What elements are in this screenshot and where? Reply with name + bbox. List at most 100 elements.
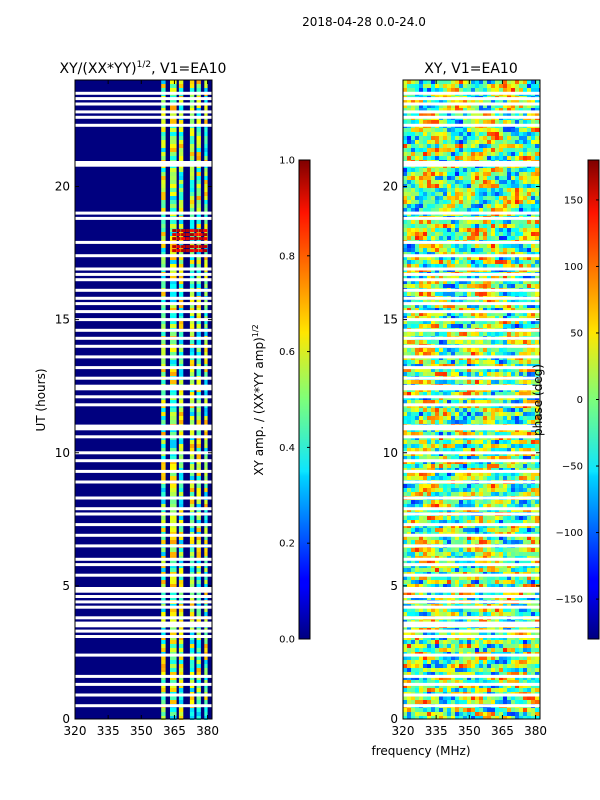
phase-cell xyxy=(415,252,419,256)
phase-cell xyxy=(467,104,471,108)
phase-cell xyxy=(507,300,511,304)
phase-cell xyxy=(419,232,423,236)
phase-cell xyxy=(443,176,447,180)
phase-cell xyxy=(443,516,447,520)
colorbar-tick-label: 0.6 xyxy=(279,347,295,358)
phase-cell xyxy=(403,456,407,460)
flagged-row xyxy=(75,254,212,258)
flagged-row xyxy=(75,387,212,391)
phase-cell xyxy=(451,184,455,188)
phase-cell xyxy=(407,232,411,236)
phase-cell xyxy=(431,292,435,296)
phase-cell xyxy=(487,312,491,316)
phase-cell xyxy=(531,80,535,84)
phase-cell xyxy=(447,140,451,144)
phase-cell xyxy=(451,500,455,504)
amp-channel-cell xyxy=(178,136,184,140)
phase-cell xyxy=(419,264,423,268)
phase-cell xyxy=(483,456,487,460)
amp-channel-cell xyxy=(161,416,166,420)
phase-cell xyxy=(487,252,491,256)
phase-cell xyxy=(511,172,515,176)
phase-cell xyxy=(419,392,423,396)
phase-cell xyxy=(491,476,495,480)
phase-cell xyxy=(515,408,519,412)
phase-cell xyxy=(483,108,487,112)
phase-cell xyxy=(487,220,491,224)
phase-cell xyxy=(435,192,439,196)
amp-channel-cell xyxy=(189,332,195,336)
phase-cell xyxy=(503,412,507,416)
phase-cell xyxy=(439,184,443,188)
phase-cell xyxy=(519,504,523,508)
phase-cell xyxy=(427,432,431,436)
phase-cell xyxy=(515,260,519,264)
phase-cell xyxy=(443,448,447,452)
amp-channel-cell xyxy=(204,180,208,184)
phase-cell xyxy=(403,320,407,324)
phase-cell xyxy=(507,120,511,124)
phase-cell xyxy=(459,236,463,240)
phase-cell xyxy=(407,444,411,448)
phase-cell xyxy=(467,400,471,404)
phase-cell xyxy=(431,112,435,116)
phase-cell xyxy=(479,148,483,152)
phase-cell xyxy=(471,84,475,88)
phase-cell xyxy=(523,80,527,84)
phase-cell xyxy=(411,208,415,212)
phase-cell xyxy=(531,200,535,204)
phase-cell xyxy=(475,472,479,476)
phase-cell xyxy=(519,204,523,208)
amp-channel-cell xyxy=(161,264,166,268)
phase-cell xyxy=(427,332,431,336)
flagged-row xyxy=(75,355,212,359)
phase-cell xyxy=(427,420,431,424)
phase-cell xyxy=(451,80,455,84)
amp-channel-cell xyxy=(196,144,201,148)
phase-cell xyxy=(535,196,539,200)
amp-channel-cell xyxy=(204,120,208,124)
amp-channel-cell xyxy=(178,280,184,284)
phase-cell xyxy=(487,156,491,160)
phase-cell xyxy=(515,304,519,308)
amp-channel-cell xyxy=(161,576,166,580)
phase-cell xyxy=(507,112,511,116)
phase-cell xyxy=(435,464,439,468)
phase-cell xyxy=(435,112,439,116)
phase-cell xyxy=(443,476,447,480)
amp-channel-cell xyxy=(204,372,208,376)
phase-cell xyxy=(519,188,523,192)
amp-channel-cell xyxy=(196,488,201,492)
phase-cell xyxy=(415,476,419,480)
phase-cell xyxy=(419,120,423,124)
phase-cell xyxy=(523,252,527,256)
phase-cell xyxy=(407,100,411,104)
phase-cell xyxy=(523,368,527,372)
phase-cell xyxy=(415,316,419,320)
phase-cell xyxy=(419,312,423,316)
phase-cell xyxy=(479,432,483,436)
phase-cell xyxy=(463,192,467,196)
phase-cell xyxy=(519,244,523,248)
phase-cell xyxy=(475,520,479,524)
phase-cell xyxy=(411,300,415,304)
amp-channel-cell xyxy=(161,256,166,260)
phase-cell xyxy=(511,488,515,492)
phase-cell xyxy=(531,104,535,108)
amp-channel-cell xyxy=(170,152,177,156)
phase-cell xyxy=(427,472,431,476)
phase-cell xyxy=(431,180,435,184)
amp-channel-cell xyxy=(161,392,166,396)
phase-cell xyxy=(471,324,475,328)
phase-cell xyxy=(471,368,475,372)
phase-cell xyxy=(423,264,427,268)
phase-cell xyxy=(423,256,427,260)
amp-channel-cell xyxy=(170,188,177,192)
phase-cell xyxy=(531,372,535,376)
phase-cell xyxy=(407,184,411,188)
x-tick-label: 320 xyxy=(64,724,87,738)
phase-cell xyxy=(427,456,431,460)
phase-cell xyxy=(407,304,411,308)
phase-cell xyxy=(519,136,523,140)
phase-cell xyxy=(431,260,435,264)
